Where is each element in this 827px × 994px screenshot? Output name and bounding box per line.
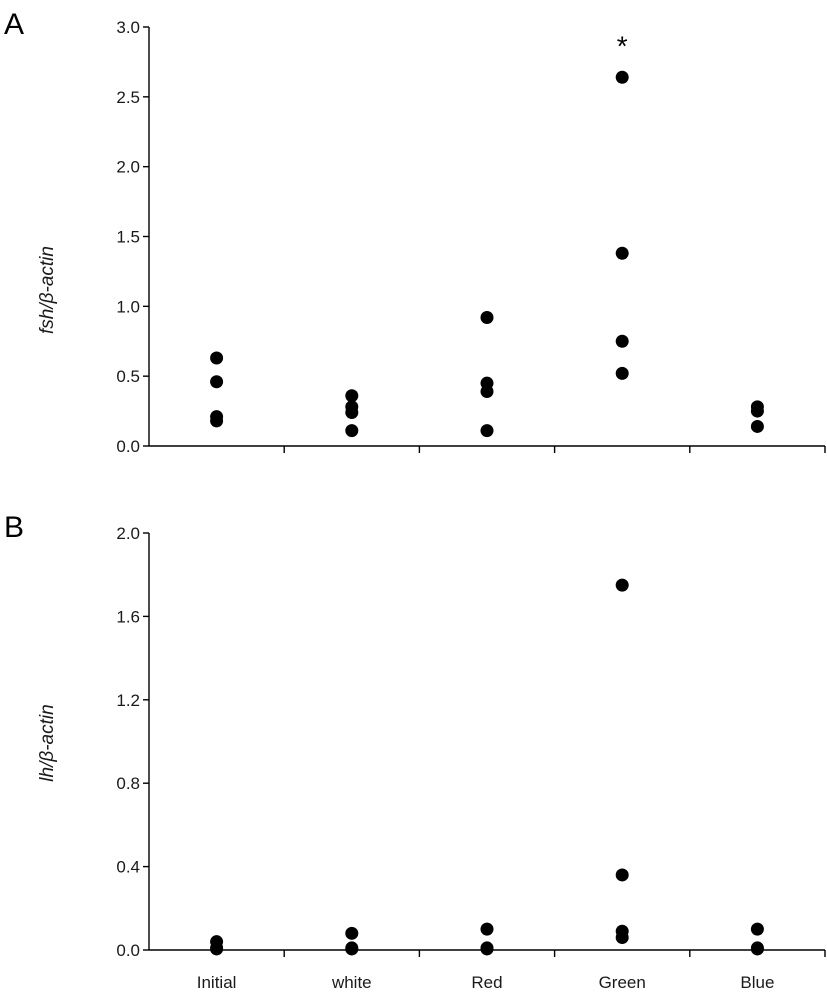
data-points-a [210,70,764,438]
panel-a-point-initial-1 [210,375,224,389]
panel-b-point-green-3 [615,930,629,944]
y-axis-title-a: fsh/β-actin [37,246,58,334]
panel-a-point-white-0 [345,389,359,403]
panel-a-point-green-0 [615,70,629,84]
panel-b-y-tick-label-0: 0.0 [116,941,140,960]
panel-b: B lh/β-actin 0.0 0.4 0.8 1.2 1.6 2.0 Initial w… [4,511,826,992]
panel-b-point-green-0 [615,578,629,592]
panel-b-category-label-blue: Blue [740,973,774,992]
panel-b-point-red-0 [480,922,494,936]
annotations-a: * [617,30,628,61]
panel-a-point-green-1 [615,246,629,260]
data-points-b [210,578,764,956]
panel-a-y-tick-label-0: 0.0 [116,437,140,456]
panel-a-y-tick-label-4: 2.0 [116,158,140,177]
panel-a-point-red-3 [480,424,494,438]
panel-b-point-red-2 [480,942,494,956]
panel-b-y-tick-label-1: 0.4 [116,858,140,877]
panel-b-y-tick-label-3: 1.2 [116,691,140,710]
y-ticks-a: 0.0 0.5 1.0 1.5 2.0 2.5 3.0 [116,18,149,456]
y-ticks-b: 0.0 0.4 0.8 1.2 1.6 2.0 [116,524,149,960]
panel-a-point-white-3 [345,424,359,438]
panel-a: A fsh/β-actin 0.0 0.5 1.0 1.5 2.0 2.5 3.0 * [4,8,826,456]
panel-b-y-tick-label-5: 2.0 [116,524,140,543]
panel-b-y-tick-label-2: 0.8 [116,774,140,793]
panel-b-point-initial-2 [210,942,224,956]
panel-b-point-green-1 [615,868,629,882]
panel-a-annotation-0: * [617,30,628,61]
panel-letter-b: B [4,511,24,544]
panel-a-y-tick-label-5: 2.5 [116,88,140,107]
panel-b-point-white-0 [345,926,359,940]
panel-a-y-tick-label-2: 1.0 [116,297,140,316]
x-ticks-a [283,446,826,453]
panel-a-point-initial-3 [210,414,224,428]
panel-a-point-red-2 [480,385,494,399]
panel-b-category-label-red: Red [471,973,502,992]
panel-a-point-blue-2 [750,419,764,433]
panel-a-y-tick-label-6: 3.0 [116,18,140,37]
panel-b-point-blue-0 [750,922,764,936]
panel-a-point-green-2 [615,334,629,348]
panel-letter-a: A [4,8,24,41]
panel-b-point-blue-2 [750,942,764,956]
panel-a-point-red-0 [480,311,494,325]
panel-b-point-white-2 [345,942,359,956]
panel-a-y-tick-label-3: 1.5 [116,228,140,247]
panel-b-y-tick-label-4: 1.6 [116,607,140,626]
panel-a-point-blue-1 [750,404,764,418]
x-ticks-b [283,950,826,957]
panel-b-category-label-initial: Initial [197,973,237,992]
panel-b-category-label-white: white [331,973,372,992]
panel-a-point-white-2 [345,405,359,419]
panel-a-y-tick-label-1: 0.5 [116,367,140,386]
category-labels-b: Initial white Red Green Blue [197,973,775,992]
panel-b-category-label-green: Green [599,973,646,992]
panel-a-point-initial-0 [210,351,224,365]
y-axis-title-b: lh/β-actin [37,704,58,781]
panel-a-point-green-3 [615,366,629,380]
